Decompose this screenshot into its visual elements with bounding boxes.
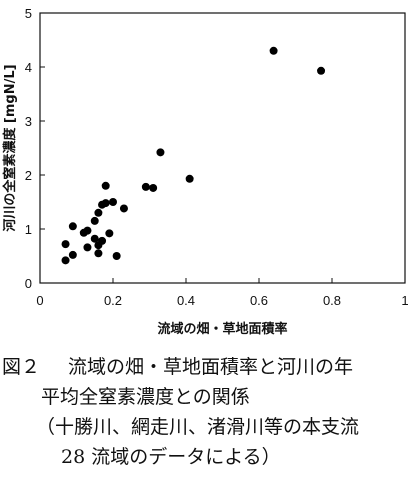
x-tick-label: 0.4 xyxy=(177,293,195,308)
data-point xyxy=(83,243,92,252)
y-axis-ticks: 0 1 2 3 4 5 xyxy=(25,6,45,291)
x-tick-label: 0 xyxy=(36,293,43,308)
data-point xyxy=(156,148,165,157)
y-tick-label: 0 xyxy=(25,276,32,291)
x-tick-label: 0.8 xyxy=(323,293,341,308)
scatter-chart: 0 1 2 3 4 5 0 0.2 0.4 0.6 0.8 1 流域の畑・草地面積率 河川の全窒素濃… xyxy=(2,6,409,337)
data-point xyxy=(98,236,107,245)
x-axis-ticks: 0 0.2 0.4 0.6 0.8 1 xyxy=(36,278,409,308)
data-point xyxy=(61,256,70,265)
plot-frame xyxy=(39,12,406,284)
data-point xyxy=(94,208,103,217)
x-tick-label: 1 xyxy=(401,293,408,308)
data-point xyxy=(109,198,117,206)
data-points xyxy=(61,46,326,265)
data-point xyxy=(83,226,92,235)
data-point xyxy=(94,249,103,258)
caption-line-1: 図２ 流域の畑・草地面積率と河川の年 xyxy=(0,352,419,382)
y-tick-label: 1 xyxy=(25,222,32,237)
figure-label: 図２ xyxy=(2,356,41,378)
data-point xyxy=(68,250,77,259)
data-point xyxy=(90,216,99,225)
y-tick-label: 5 xyxy=(25,6,32,21)
data-point xyxy=(185,174,194,183)
data-point xyxy=(317,66,326,75)
figure-caption: 図２ 流域の畑・草地面積率と河川の年 平均全窒素濃度との関係 （十勝川、網走川、渚… xyxy=(0,352,419,472)
y-tick-label: 2 xyxy=(25,168,32,183)
data-point xyxy=(61,240,70,249)
data-point xyxy=(149,183,158,192)
x-axis-title: 流域の畑・草地面積率 xyxy=(157,321,287,337)
y-tick-label: 4 xyxy=(25,60,32,75)
data-point xyxy=(68,222,77,231)
data-point xyxy=(141,182,150,191)
x-tick-label: 0.6 xyxy=(250,293,268,308)
figure-title-line-1: 流域の畑・草地面積率と河川の年 xyxy=(68,356,354,378)
data-point xyxy=(101,181,110,190)
figure-title-line-2: 平均全窒素濃度との関係 xyxy=(41,386,250,408)
data-point xyxy=(112,252,121,260)
y-axis-title: 河川の全窒素濃度 [mgN/L] xyxy=(2,64,18,231)
x-tick-label: 0.2 xyxy=(104,293,122,308)
y-tick-label: 3 xyxy=(25,114,32,129)
data-point xyxy=(119,204,128,213)
figure-note-line-1: （十勝川、網走川、渚滑川等の本支流 xyxy=(36,416,360,438)
figure-note-line-2: 28 流域のデータによる） xyxy=(61,446,281,468)
data-point xyxy=(269,46,278,55)
data-point xyxy=(105,229,114,238)
data-point xyxy=(90,234,99,243)
data-point xyxy=(101,199,110,208)
